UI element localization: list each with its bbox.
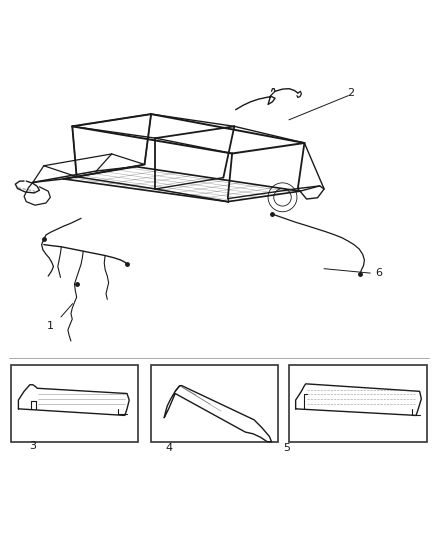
- Bar: [151, 365, 278, 442]
- Text: 4: 4: [165, 443, 172, 453]
- Text: 2: 2: [347, 88, 354, 99]
- Text: 3: 3: [29, 441, 36, 451]
- Text: 6: 6: [375, 268, 382, 278]
- Bar: [11, 365, 138, 442]
- Bar: [289, 365, 427, 442]
- Text: 5: 5: [283, 443, 290, 453]
- Text: 1: 1: [47, 321, 54, 330]
